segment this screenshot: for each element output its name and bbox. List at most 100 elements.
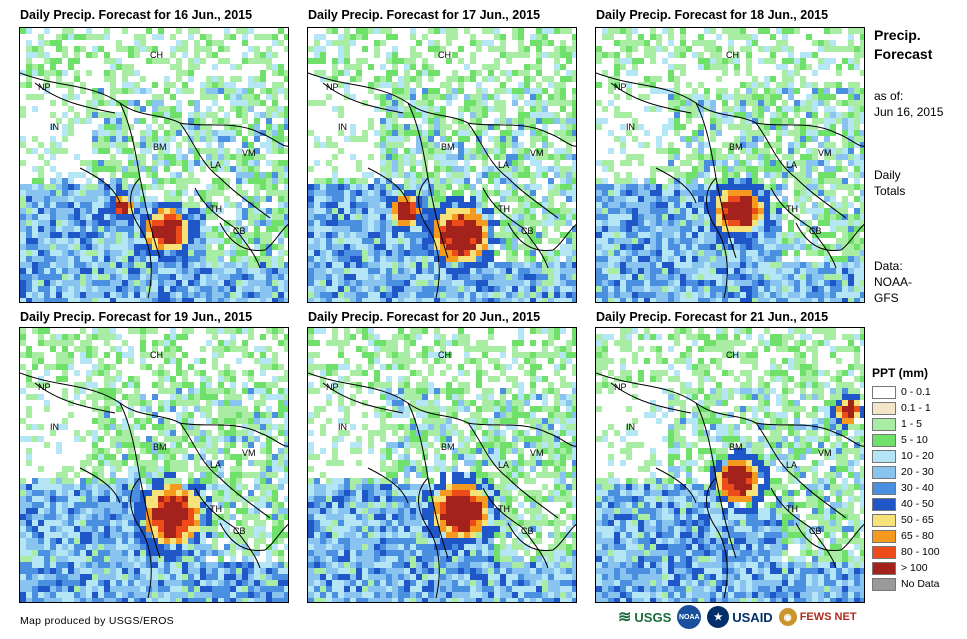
legend-row: > 100	[872, 560, 940, 576]
country-border	[610, 82, 692, 114]
country-label-th: TH	[210, 504, 222, 514]
country-label-th: TH	[786, 504, 798, 514]
legend-swatch	[872, 513, 896, 527]
usaid-logo-text: USAID	[732, 609, 773, 625]
country-label-np: NP	[614, 82, 627, 92]
country-border	[418, 477, 440, 599]
legend-row: 40 - 50	[872, 496, 940, 512]
legend-label: 20 - 30	[901, 466, 934, 478]
legend-swatch	[872, 545, 896, 559]
asof-date: Jun 16, 2015	[874, 105, 944, 119]
country-label-cb: CB	[233, 526, 246, 536]
country-border	[179, 122, 271, 219]
legend-row: 20 - 30	[872, 464, 940, 480]
country-border	[755, 122, 847, 219]
legend-swatch	[872, 465, 896, 479]
asof-label: as of:	[874, 89, 904, 103]
panel-title-3: Daily Precip. Forecast for 18 Jun., 2015	[596, 8, 829, 22]
country-label-in: IN	[338, 122, 347, 132]
country-border	[795, 222, 864, 252]
country-border	[706, 177, 728, 299]
country-label-ch: CH	[438, 50, 451, 60]
legend-label: 0.1 - 1	[901, 402, 931, 414]
country-label-bm: BM	[441, 442, 455, 452]
logo-bar: ≋ USGS NOAA ★ USAID ◉ FEWS NET	[618, 605, 857, 629]
legend-title: PPT (mm)	[872, 366, 929, 380]
panel-title-4: Daily Precip. Forecast for 19 Jun., 2015	[20, 310, 253, 324]
usgs-logo: ≋ USGS	[618, 607, 671, 627]
country-border	[308, 372, 576, 447]
country-border	[418, 177, 440, 299]
legend-row: 65 - 80	[872, 528, 940, 544]
side-title-line1: Precip.	[874, 27, 921, 43]
country-label-cb: CB	[521, 526, 534, 536]
data-line2: GFS	[874, 291, 899, 305]
legend-swatch	[872, 385, 896, 399]
legend-swatch	[872, 529, 896, 543]
fewsnet-logo-text: FEWS NET	[799, 611, 857, 623]
usaid-seal-icon: ★	[707, 606, 730, 628]
daily-totals-block: Daily Totals	[874, 167, 905, 199]
country-label-vm: VM	[530, 448, 544, 458]
usgs-wave-icon: ≋	[618, 609, 632, 626]
usgs-logo-text: USGS	[634, 609, 672, 625]
map-panel-5: CH NP IN BM LA VM TH CB	[307, 327, 577, 603]
country-border	[795, 522, 864, 552]
country-border	[467, 422, 559, 519]
map-credit: Map produced by USGS/EROS	[20, 615, 174, 627]
country-label-in: IN	[50, 122, 59, 132]
country-border	[596, 372, 864, 447]
legend-label: 80 - 100	[901, 546, 940, 558]
daily-line2: Totals	[874, 184, 906, 198]
legend-label: 0 - 0.1	[901, 386, 931, 398]
country-border	[507, 522, 576, 552]
legend-row: 30 - 40	[872, 480, 940, 496]
country-label-cb: CB	[809, 226, 822, 236]
country-label-th: TH	[498, 504, 510, 514]
country-label-cb: CB	[521, 226, 534, 236]
legend-swatch	[872, 481, 896, 495]
legend-row: 5 - 10	[872, 432, 940, 448]
country-border	[130, 477, 152, 599]
legend-label: No Data	[901, 578, 940, 590]
panel-title-2: Daily Precip. Forecast for 17 Jun., 2015	[308, 8, 541, 22]
legend-row: 80 - 100	[872, 544, 940, 560]
country-label-bm: BM	[153, 442, 167, 452]
country-border	[20, 72, 288, 147]
legend-swatch	[872, 497, 896, 511]
side-title-line2: Forecast	[874, 46, 933, 62]
country-border	[706, 477, 728, 599]
country-label-bm: BM	[729, 142, 743, 152]
country-label-np: NP	[326, 382, 339, 392]
country-label-in: IN	[626, 422, 635, 432]
precip-raster: CH NP IN BM LA VM TH CB	[596, 328, 864, 602]
country-label-np: NP	[38, 82, 51, 92]
country-label-la: LA	[786, 460, 797, 470]
asof-block: as of: Jun 16, 2015	[874, 88, 943, 120]
country-label-np: NP	[326, 82, 339, 92]
country-label-th: TH	[498, 204, 510, 214]
country-border	[219, 222, 288, 252]
country-label-vm: VM	[242, 148, 256, 158]
country-label-la: LA	[210, 460, 221, 470]
country-border	[194, 187, 261, 269]
map-panel-3: CH NP IN BM LA VM TH CB	[595, 27, 865, 303]
precip-raster: CH NP IN BM LA VM TH CB	[308, 28, 576, 302]
country-border	[596, 72, 864, 147]
country-label-in: IN	[338, 422, 347, 432]
legend: PPT (mm) 0 - 0.1 0.1 - 1 1 - 5 5 - 10 10 - 2…	[872, 366, 940, 592]
country-label-cb: CB	[809, 526, 822, 536]
legend-label: 5 - 10	[901, 434, 928, 446]
country-border	[322, 82, 404, 114]
legend-label: 10 - 20	[901, 450, 934, 462]
legend-row: No Data	[872, 576, 940, 592]
country-label-ch: CH	[438, 350, 451, 360]
legend-label: 50 - 65	[901, 514, 934, 526]
country-border	[34, 382, 116, 414]
map-panel-4: CH NP IN BM LA VM TH CB	[19, 327, 289, 603]
country-label-in: IN	[50, 422, 59, 432]
legend-row: 0.1 - 1	[872, 400, 940, 416]
map-panel-1: CH NP IN BM LA VM TH CB	[19, 27, 289, 303]
data-label: Data:	[874, 259, 903, 273]
country-border	[755, 422, 847, 519]
